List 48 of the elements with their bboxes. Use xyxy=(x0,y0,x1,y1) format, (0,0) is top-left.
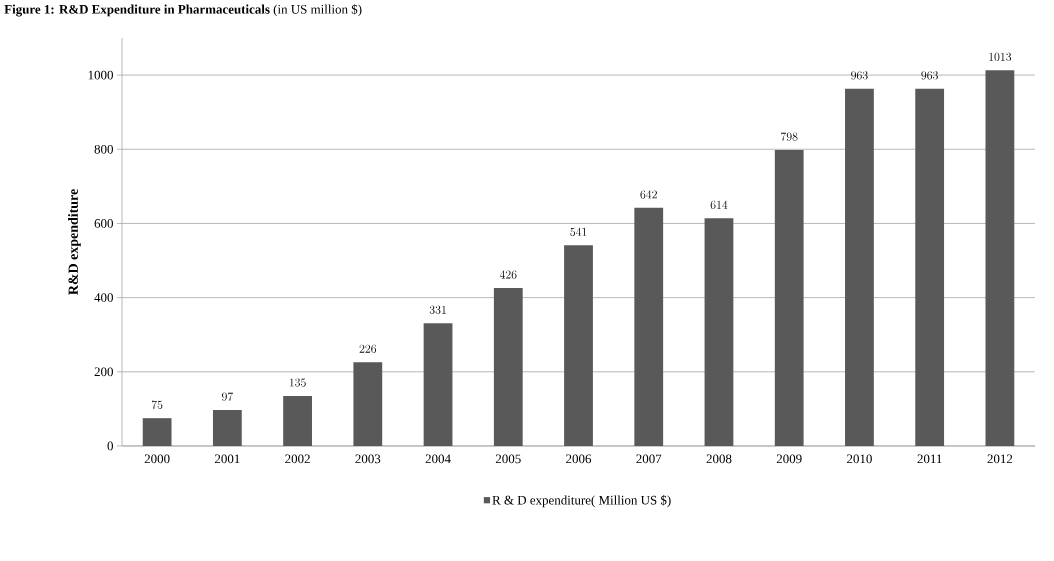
y-tick-label: 800 xyxy=(94,144,113,154)
x-tick-label: 2002 xyxy=(285,454,310,464)
bar xyxy=(564,245,593,446)
legend-label: R & D expenditure( Million US $) xyxy=(492,495,671,508)
x-tick-label: 2000 xyxy=(144,454,170,464)
data-label: 614 xyxy=(710,200,728,209)
bar xyxy=(704,218,734,446)
y-tick-label: 0 xyxy=(107,441,113,451)
data-label: 1013 xyxy=(989,52,1012,61)
bar xyxy=(634,207,664,446)
bar xyxy=(142,418,172,446)
data-label: 97 xyxy=(221,392,234,401)
bar xyxy=(845,88,874,446)
data-label: 963 xyxy=(921,71,938,80)
data-label: 75 xyxy=(151,400,163,409)
chart-title: Figure 1: R&D Expenditure in Pharmaceuticals (in US million $) xyxy=(4,4,362,17)
bar xyxy=(774,150,804,446)
x-tick-label: 2012 xyxy=(987,454,1013,464)
data-label: 963 xyxy=(851,71,868,80)
data-label: 798 xyxy=(781,132,798,141)
x-tick-label: 2003 xyxy=(355,454,381,464)
data-label: 331 xyxy=(429,305,446,314)
y-axis-title: R&D expenditure xyxy=(68,189,81,295)
x-tick-label: 2008 xyxy=(706,454,732,464)
x-tick-label: 2004 xyxy=(425,454,451,464)
x-tick-label: 2006 xyxy=(566,454,592,464)
bar xyxy=(493,287,523,446)
x-tick-label: 2009 xyxy=(776,454,802,464)
y-tick-label: 200 xyxy=(94,367,113,377)
data-label: 642 xyxy=(640,190,657,199)
data-label: 135 xyxy=(289,378,306,387)
bar xyxy=(985,70,1015,446)
bar xyxy=(283,395,312,446)
bar xyxy=(423,323,453,446)
x-tick-label: 2005 xyxy=(495,454,521,464)
y-tick-label: 1000 xyxy=(88,70,113,80)
data-label: 426 xyxy=(499,270,517,279)
bar xyxy=(353,362,383,446)
bar xyxy=(212,410,242,446)
x-tick-label: 2011 xyxy=(917,454,942,464)
bar xyxy=(915,88,945,446)
y-tick-label: 600 xyxy=(94,219,113,228)
x-tick-label: 2010 xyxy=(847,454,872,464)
data-label: 226 xyxy=(359,344,377,353)
x-tick-label: 2007 xyxy=(636,454,662,464)
y-tick-label: 400 xyxy=(94,293,113,302)
data-label: 541 xyxy=(570,227,587,237)
x-tick-label: 2001 xyxy=(214,454,240,464)
